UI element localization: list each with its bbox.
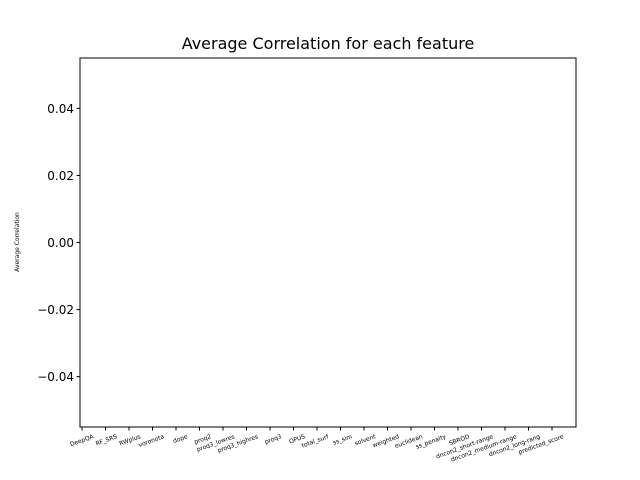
y-tick-label: −0.04 <box>37 370 74 384</box>
y-tick-label: −0.02 <box>37 303 74 317</box>
y-axis-label: Average Correlation <box>14 212 21 272</box>
chart-title: Average Correlation for each feature <box>182 34 475 53</box>
y-tick-label: 0.02 <box>47 169 74 183</box>
y-tick-label: 0.04 <box>47 102 74 116</box>
y-axis: 0.04 0.02 0.00 −0.02 −0.04 <box>37 102 80 384</box>
y-tick-label: 0.00 <box>47 236 74 250</box>
plot-area <box>79 57 577 428</box>
x-tick-label: dope <box>172 433 189 445</box>
